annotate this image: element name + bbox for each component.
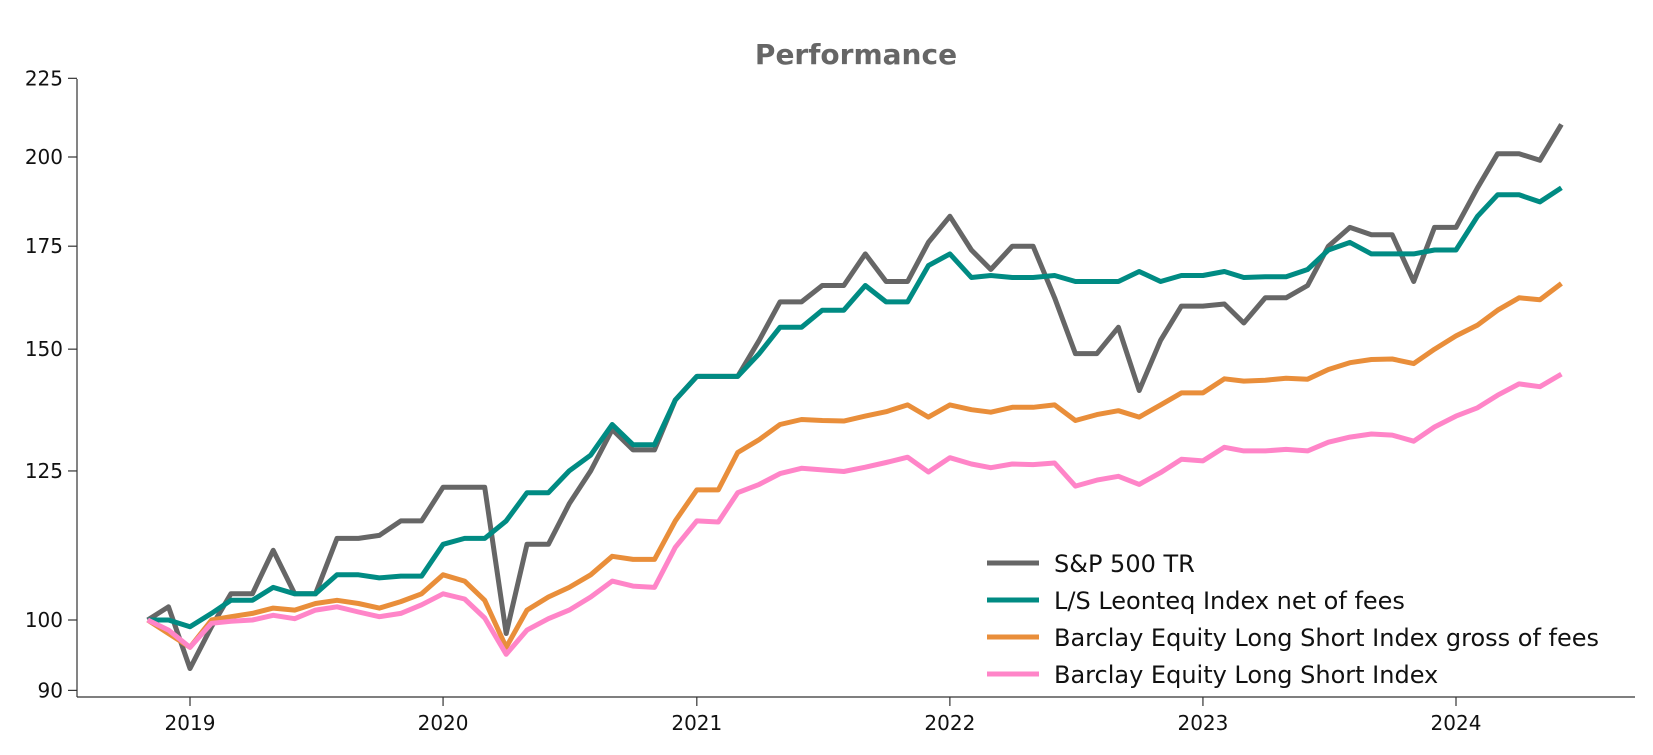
- y-tick-label: 90: [38, 678, 63, 702]
- y-tick-label: 200: [25, 145, 63, 169]
- series-line-2: [147, 185, 1563, 630]
- series-lines: [146, 123, 1564, 671]
- legend-label: Barclay Equity Long Short Index: [1054, 661, 1438, 689]
- x-axis-ticks: 2019 2020 2021 2022 2023 2024: [165, 697, 1482, 735]
- chart-legend: S&P 500 TR L/S Leonteq Index net of fees B…: [987, 550, 1599, 689]
- y-tick-label: 125: [25, 459, 63, 483]
- x-tick-label: 2022: [924, 711, 975, 735]
- y-tick-label: 175: [25, 234, 63, 258]
- x-tick-label: 2021: [671, 711, 722, 735]
- series-line-4: [146, 371, 1563, 657]
- y-tick-label: 150: [25, 337, 63, 361]
- y-axis-ticks: 90 100 125 150 175 200 225: [25, 66, 77, 702]
- chart-title: Performance: [755, 38, 957, 71]
- series-line-3: [146, 281, 1563, 650]
- x-tick-label: 2023: [1177, 711, 1228, 735]
- x-tick-label: 2019: [165, 711, 216, 735]
- legend-label: L/S Leonteq Index net of fees: [1054, 587, 1405, 615]
- y-tick-label: 225: [25, 66, 63, 90]
- legend-label: S&P 500 TR: [1054, 550, 1195, 578]
- x-tick-label: 2020: [418, 711, 469, 735]
- legend-label: Barclay Equity Long Short Index gross of…: [1054, 624, 1599, 652]
- y-tick-label: 100: [25, 608, 63, 632]
- x-tick-label: 2024: [1431, 711, 1482, 735]
